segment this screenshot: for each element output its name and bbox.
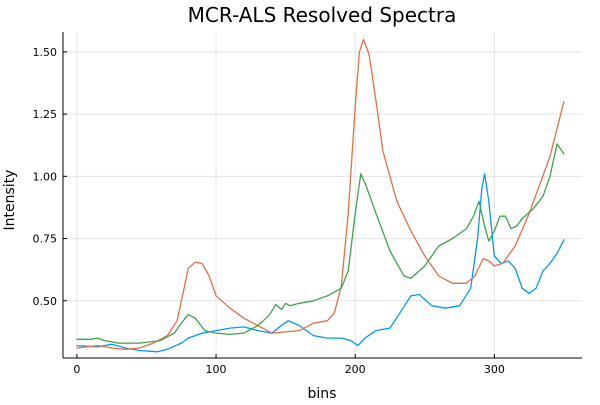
y-axis-title: Intensity [2, 170, 18, 231]
x-axis-title: bins [308, 386, 337, 400]
y-tick-label: 0.75 [33, 233, 58, 246]
y-tick-label: 0.50 [33, 295, 58, 308]
x-tick-label: 100 [206, 363, 227, 376]
series-line-3 [76, 143, 565, 344]
x-tick-label: 200 [345, 363, 366, 376]
y-tick-label: 1.25 [33, 108, 58, 121]
x-tick-label: 300 [484, 363, 505, 376]
series-line-1 [76, 173, 565, 353]
series-line-2 [76, 38, 565, 350]
y-tick-label: 1.50 [33, 46, 58, 59]
grid-layer [63, 32, 582, 358]
axis-layer: 0 100 200 300 0.50 0.75 1.00 1.25 1.50 [33, 32, 582, 376]
y-tick-label: 1.00 [33, 170, 58, 183]
series-layer [76, 38, 565, 353]
chart-title: MCR-ALS Resolved Spectra [188, 3, 457, 27]
x-tick-label: 0 [73, 363, 80, 376]
